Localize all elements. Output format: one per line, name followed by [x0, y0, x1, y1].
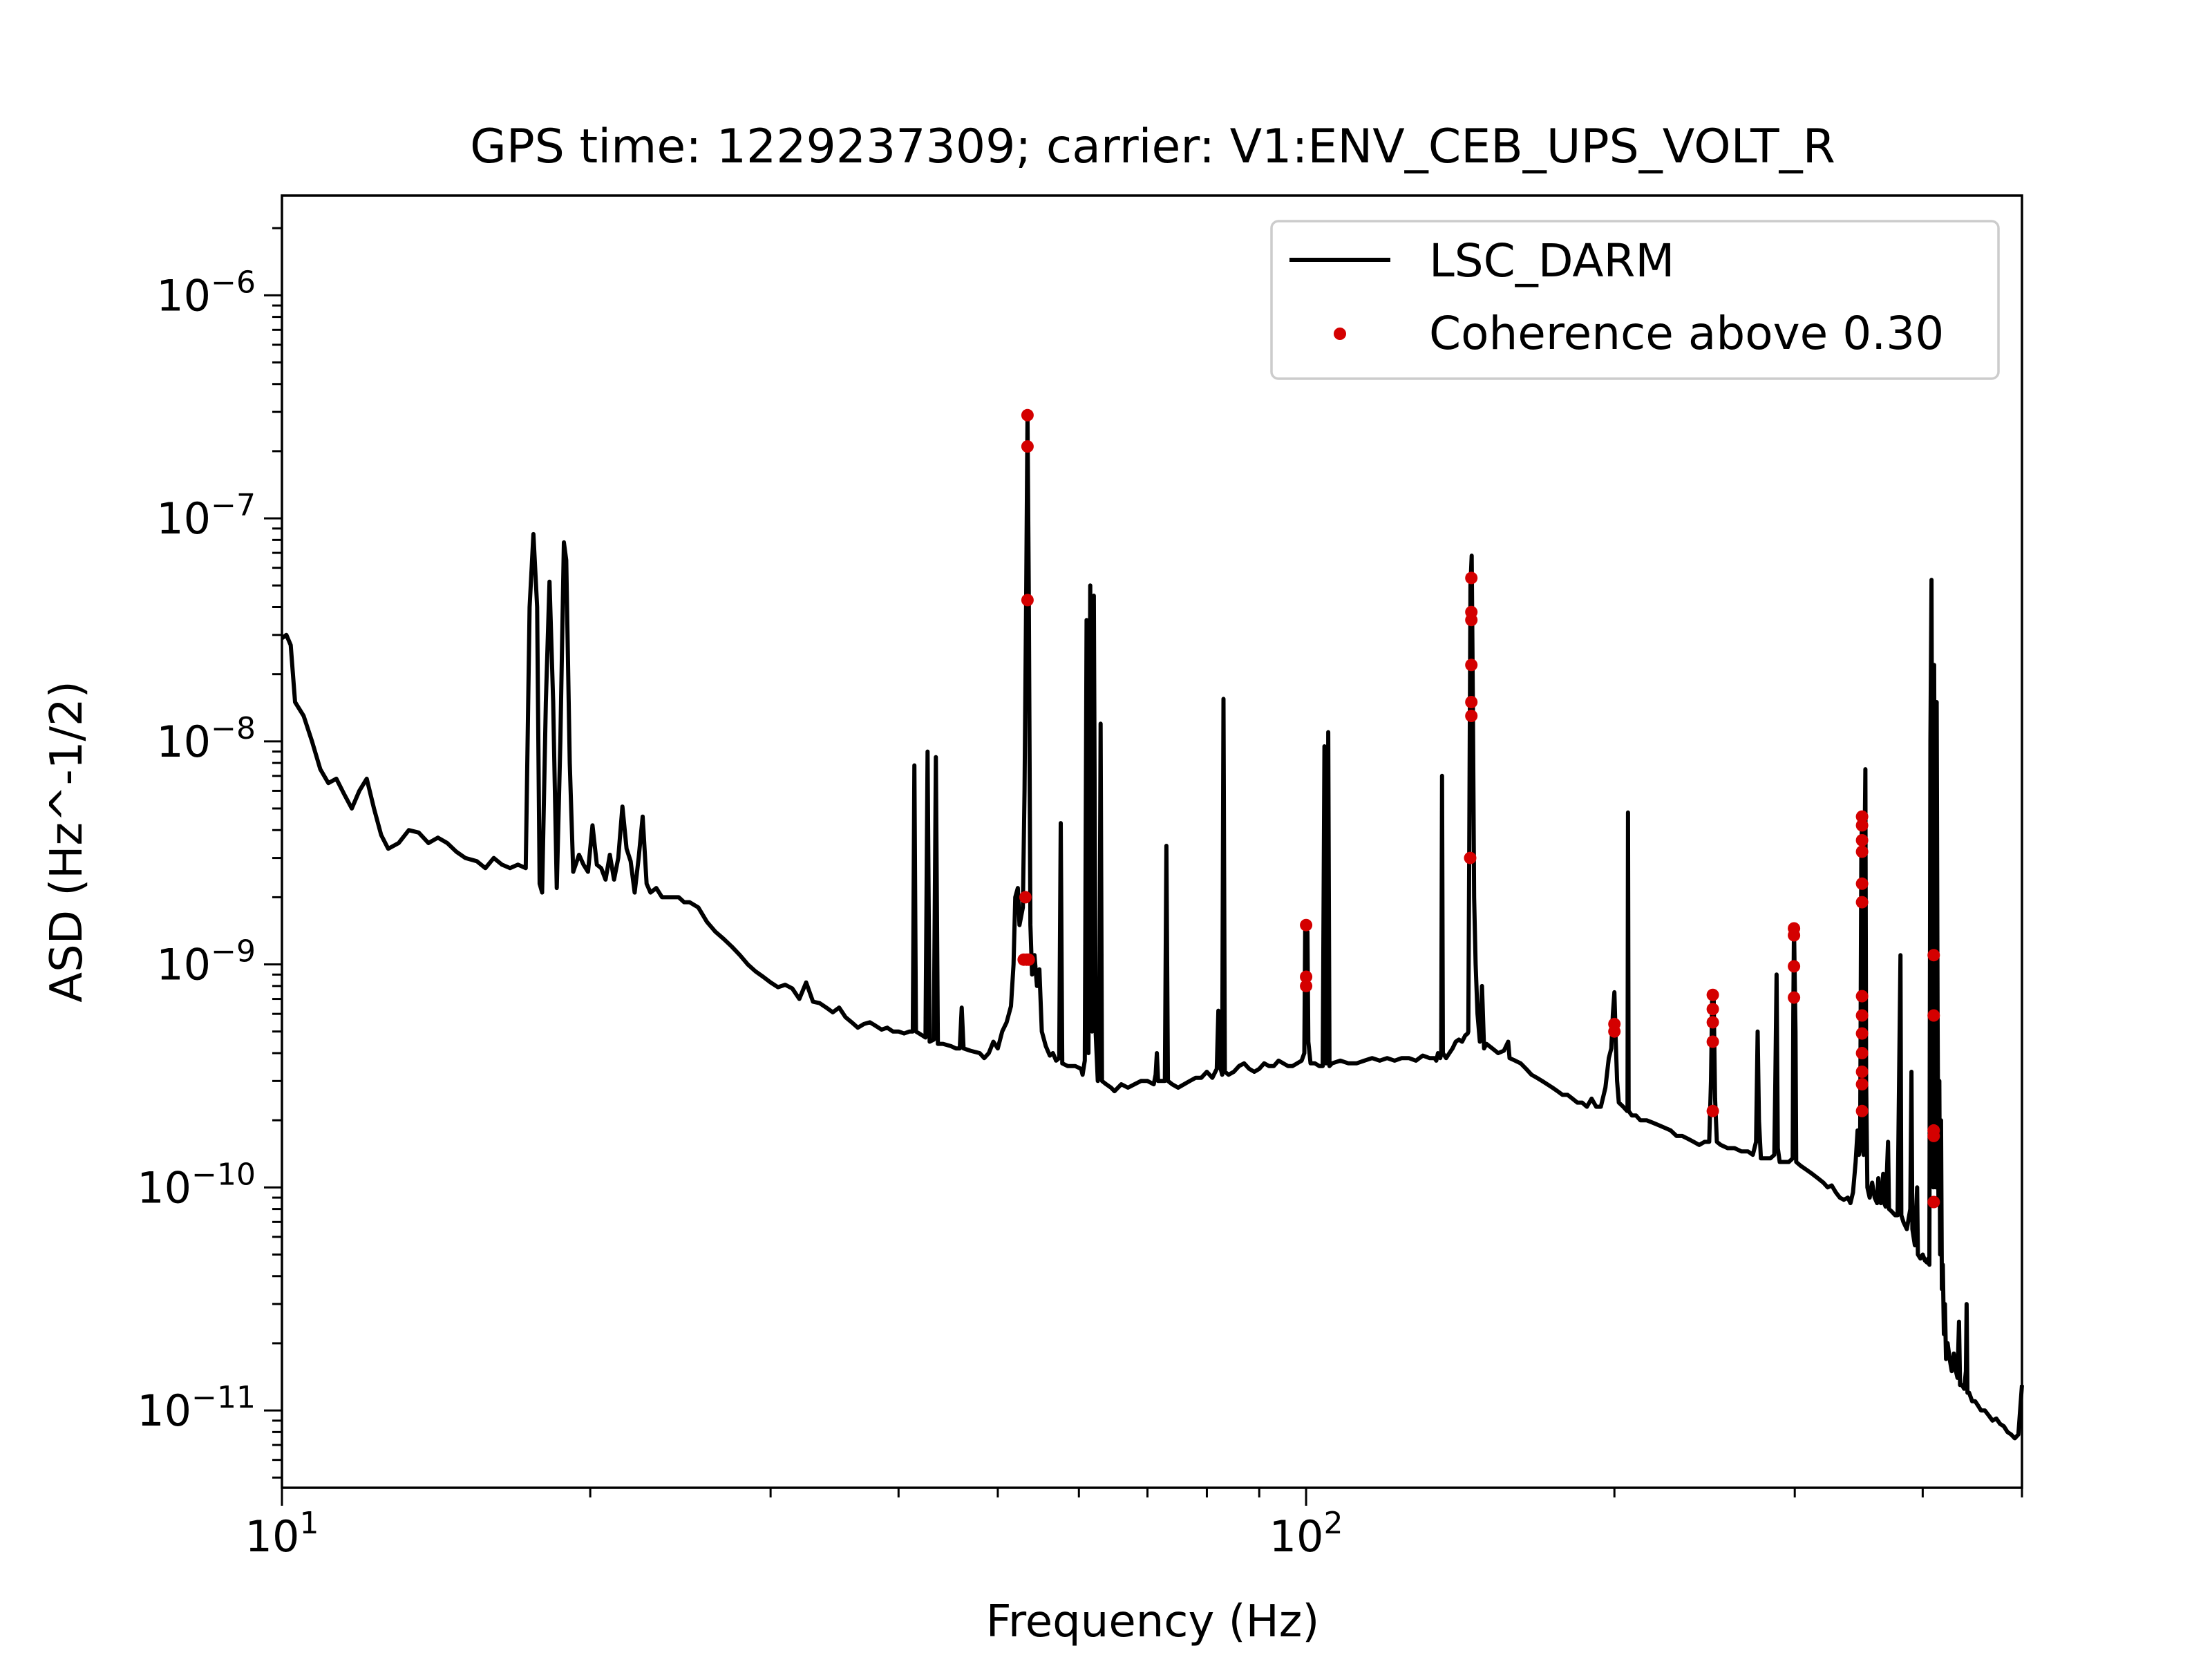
coherence-point	[1788, 929, 1801, 942]
coherence-point	[1465, 696, 1478, 708]
coherence-point	[1464, 851, 1477, 864]
coherence-point	[1855, 845, 1869, 858]
coherence-point	[1788, 960, 1801, 973]
y-axis-label: ASD (Hz^-1/2)	[41, 681, 93, 1002]
coherence-point	[1465, 571, 1478, 585]
y-tick-label: 10−10	[137, 1157, 256, 1213]
legend-label-coherence: Coherence above 0.30	[1429, 307, 1944, 360]
coherence-point	[1927, 1009, 1940, 1022]
coherence-point	[1855, 877, 1869, 890]
coherence-point	[1300, 918, 1313, 931]
coherence-point	[1706, 988, 1719, 1001]
x-tick-label: 102	[1269, 1506, 1343, 1562]
coherence-point	[1706, 1035, 1719, 1048]
coherence-point	[1019, 891, 1032, 904]
plot-area	[281, 408, 2024, 1441]
coherence-point	[1855, 896, 1869, 909]
coherence-point	[1608, 1025, 1621, 1038]
coherence-point	[1855, 1009, 1869, 1022]
x-axis-label: Frequency (Hz)	[986, 1596, 1320, 1647]
coherence-point	[1022, 953, 1035, 966]
y-tick-label: 10−6	[156, 265, 256, 321]
coherence-point	[1706, 1016, 1719, 1029]
coherence-point	[1927, 949, 1940, 962]
coherence-point	[1855, 819, 1869, 832]
coherence-point	[1855, 810, 1869, 823]
y-tick-label: 10−11	[137, 1380, 256, 1436]
coherence-point	[1465, 710, 1478, 722]
legend-label-lsc-darm: LSC_DARM	[1429, 234, 1674, 287]
y-tick-label: 10−9	[156, 934, 256, 990]
coherence-point	[1021, 408, 1034, 422]
axes-frame	[281, 194, 2023, 1489]
coherence-point	[1021, 594, 1034, 607]
coherence-point	[1788, 991, 1801, 1004]
coherence-point	[1855, 1078, 1869, 1091]
series-line-lsc-darm	[281, 413, 2024, 1441]
legend-box	[1270, 220, 2000, 380]
coherence-point	[1021, 440, 1034, 453]
x-axis: 101 102	[245, 1488, 2023, 1562]
coherence-point	[1706, 1003, 1719, 1016]
coherence-point	[1300, 979, 1313, 992]
coherence-points	[1017, 408, 1940, 1209]
legend-dot-swatch	[1334, 328, 1346, 340]
y-tick-label: 10−8	[156, 711, 256, 767]
coherence-point	[1855, 1104, 1869, 1117]
coherence-point	[1855, 1066, 1869, 1078]
coherence-point	[1465, 614, 1478, 627]
coherence-point	[1855, 834, 1869, 847]
legend: LSC_DARM Coherence above 0.30	[1270, 220, 2000, 380]
coherence-point	[1855, 990, 1869, 1003]
coherence-point	[1927, 1129, 1940, 1142]
coherence-point	[1927, 1195, 1940, 1209]
chart-title: GPS time: 1229237309; carrier: V1:ENV_CE…	[470, 120, 1835, 174]
y-tick-label: 10−7	[156, 488, 256, 544]
coherence-point	[1855, 1027, 1869, 1040]
coherence-point	[1706, 1104, 1719, 1117]
coherence-point	[1300, 970, 1313, 983]
x-tick-label: 101	[245, 1506, 319, 1562]
coherence-point	[1855, 1047, 1869, 1059]
coherence-point	[1465, 659, 1478, 672]
y-axis: 10−6 10−7 10−8 10−9 10−10 10−11	[137, 227, 282, 1479]
